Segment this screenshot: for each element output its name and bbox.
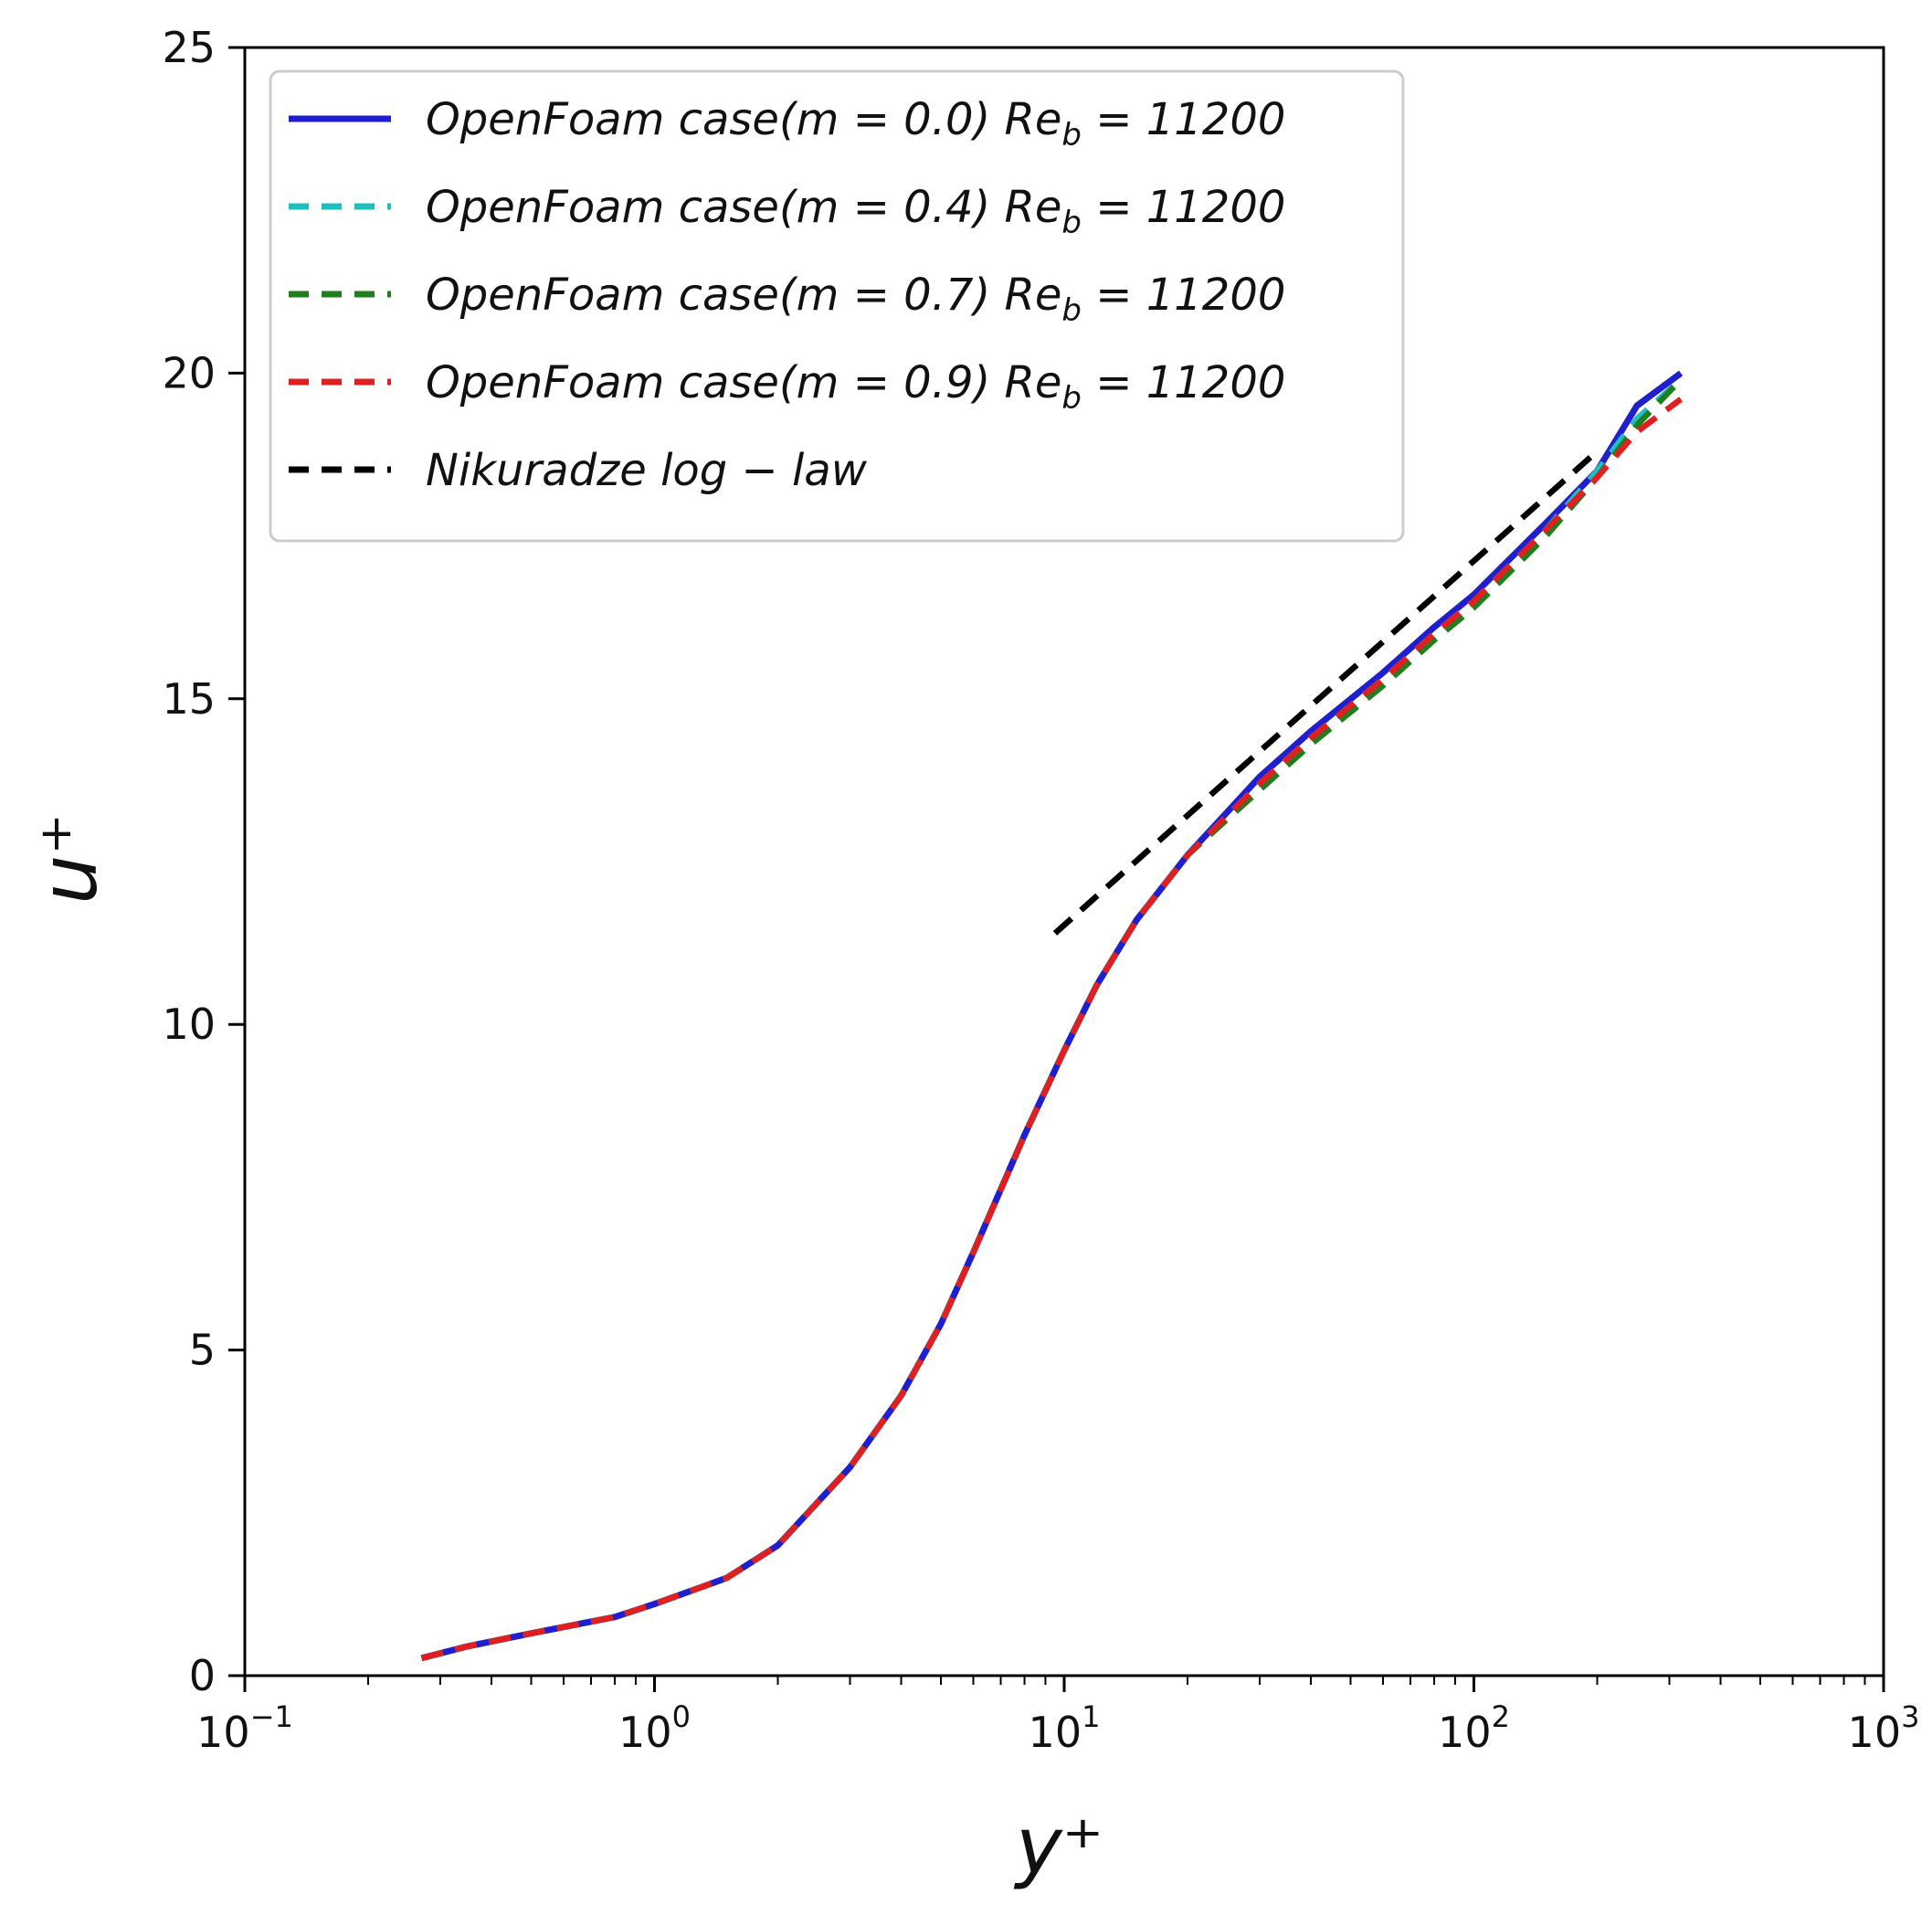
- series-line-4: [1052, 449, 1599, 936]
- y-tick-label-5: 25: [162, 23, 216, 72]
- legend-label-2: OpenFoam case(m = 0.7) Reb = 11200: [426, 270, 1285, 329]
- legend-box: [269, 69, 1405, 543]
- y-tick-label-2: 10: [162, 1000, 216, 1049]
- x-tick-label-3: 102: [1438, 1699, 1510, 1757]
- x-axis-label: y⁺: [1013, 1801, 1103, 1892]
- x-tick-label-0: 10−1: [196, 1699, 293, 1757]
- legend-label-3: OpenFoam case(m = 0.9) Reb = 11200: [426, 357, 1285, 417]
- x-tick-label-1: 100: [618, 1699, 691, 1757]
- legend: OpenFoam case(m = 0.0) Reb = 11200 OpenFo…: [269, 69, 1405, 543]
- x-tick-label-2: 101: [1029, 1699, 1101, 1757]
- legend-label-0: OpenFoam case(m = 0.0) Reb = 11200: [426, 94, 1285, 153]
- axis-ticks: 10−1 100 101 102 103 0 5 10 15 20 25: [162, 23, 1919, 1757]
- x-tick-label-4: 103: [1848, 1699, 1920, 1757]
- plot-marks: [420, 370, 1684, 1662]
- series-line-3: [420, 397, 1684, 1661]
- y-tick-label-1: 5: [189, 1326, 216, 1375]
- y-axis-label: u⁺: [24, 813, 115, 905]
- y-tick-label-0: 0: [189, 1651, 216, 1700]
- legend-label-4: Nikuradze log − law: [426, 445, 868, 496]
- y-tick-label-3: 15: [162, 674, 216, 724]
- y-tick-label-4: 20: [162, 348, 216, 397]
- legend-label-1: OpenFoam case(m = 0.4) Reb = 11200: [426, 182, 1285, 241]
